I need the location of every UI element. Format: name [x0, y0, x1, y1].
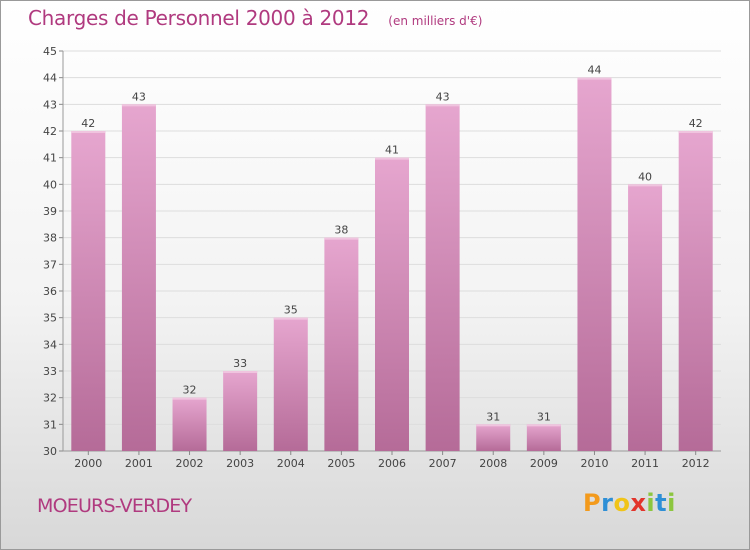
data-label: 43 [436, 90, 450, 103]
bar [71, 131, 106, 451]
title-row: Charges de Personnel 2000 à 2012 (en mil… [28, 6, 482, 30]
x-tick-label: 2010 [580, 457, 608, 470]
y-tick-label: 35 [43, 312, 57, 325]
bar [678, 131, 713, 451]
data-label: 32 [183, 384, 197, 397]
x-tick-label: 2006 [378, 457, 406, 470]
x-tick-label: 2001 [125, 457, 153, 470]
logo-letter: i [646, 489, 656, 517]
data-label: 41 [385, 144, 399, 157]
bar-top-highlight [476, 424, 511, 427]
y-tick-label: 40 [43, 178, 57, 191]
x-tick-label: 2000 [74, 457, 102, 470]
y-tick-label: 34 [43, 338, 57, 351]
bar [121, 104, 156, 451]
y-tick-label: 37 [43, 258, 57, 271]
y-tick-label: 36 [43, 285, 57, 298]
logo-letter: P [583, 489, 602, 517]
bar-top-highlight [324, 237, 359, 240]
data-label: 42 [81, 117, 95, 130]
x-tick-label: 2011 [631, 457, 659, 470]
bar [375, 157, 409, 451]
x-tick-label: 2002 [176, 457, 204, 470]
bar-top-highlight [628, 184, 663, 187]
data-label: 35 [284, 304, 298, 317]
y-tick-label: 30 [43, 445, 57, 458]
bar [223, 371, 258, 451]
x-tick-label: 2005 [327, 457, 355, 470]
commune-name: MOEURS-VERDEY [37, 495, 192, 517]
proxiti-logo: Proxiti [583, 489, 676, 517]
y-tick-label: 38 [43, 232, 57, 245]
data-label: 31 [537, 410, 551, 423]
data-label: 38 [334, 224, 348, 237]
data-label: 42 [689, 117, 703, 130]
logo-letter: t [655, 489, 668, 517]
bar-top-highlight [577, 77, 612, 80]
bar-top-highlight [172, 397, 207, 400]
bar [476, 424, 511, 451]
logo-letter: x [630, 489, 647, 517]
logo-letter: r [601, 489, 614, 517]
bar-top-highlight [375, 157, 409, 160]
x-tick-label: 2008 [479, 457, 507, 470]
data-label: 40 [638, 170, 652, 183]
data-label: 44 [587, 64, 601, 77]
bar [172, 397, 207, 451]
data-label: 43 [132, 90, 146, 103]
bar [577, 77, 612, 452]
chart-title: Charges de Personnel 2000 à 2012 [28, 6, 370, 30]
bar-top-highlight [273, 317, 308, 320]
bar [324, 237, 359, 451]
bar-top-highlight [425, 104, 460, 107]
bar [425, 104, 460, 451]
bar [628, 184, 663, 452]
logo-letter: i [667, 489, 676, 517]
bar-top-highlight [678, 131, 713, 133]
bar-top-highlight [121, 104, 156, 107]
data-label: 33 [233, 357, 247, 370]
y-tick-label: 43 [43, 98, 57, 111]
x-tick-label: 2007 [429, 457, 457, 470]
data-label: 31 [486, 410, 500, 423]
y-tick-label: 44 [43, 72, 57, 85]
y-tick-label: 41 [43, 152, 57, 165]
x-tick-label: 2009 [530, 457, 558, 470]
x-tick-label: 2004 [277, 457, 305, 470]
chart-subtitle: (en milliers d'€) [388, 14, 483, 28]
bar [526, 424, 561, 451]
bar-top-highlight [71, 131, 106, 133]
y-tick-label: 32 [43, 392, 57, 405]
y-tick-label: 45 [43, 45, 57, 58]
y-tick-label: 39 [43, 205, 57, 218]
y-tick-label: 31 [43, 418, 57, 431]
x-tick-label: 2012 [682, 457, 710, 470]
y-tick-label: 42 [43, 125, 57, 138]
y-tick-label: 33 [43, 365, 57, 378]
bar [273, 317, 308, 451]
bar-top-highlight [223, 371, 258, 373]
logo-letter: o [613, 489, 631, 517]
x-tick-label: 2003 [226, 457, 254, 470]
bar-top-highlight [526, 424, 561, 427]
